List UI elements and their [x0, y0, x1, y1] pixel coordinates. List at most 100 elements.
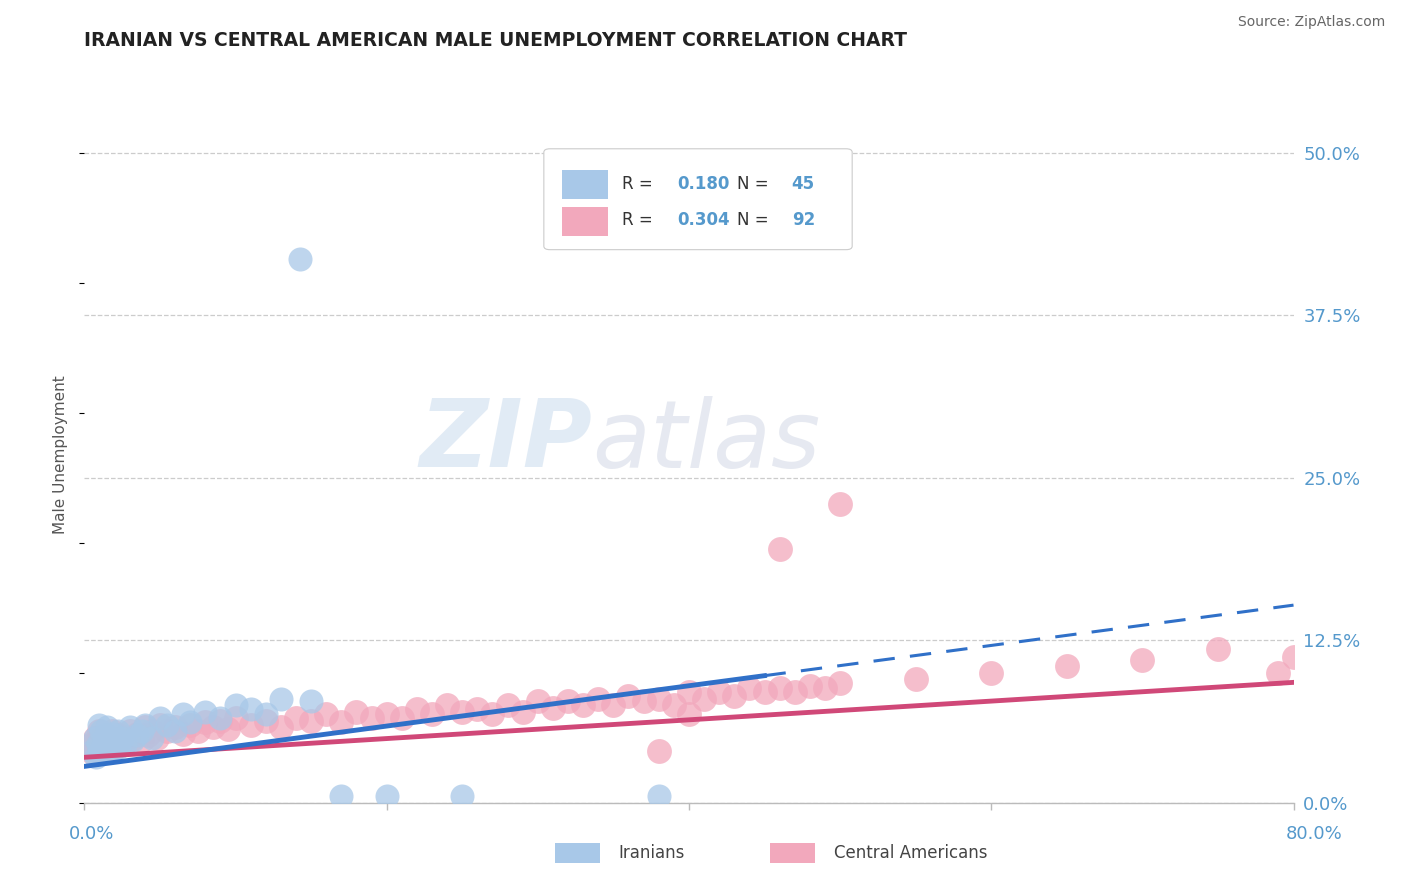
Point [97, 733, 120, 747]
Point [165, 724, 187, 739]
Point [172, 707, 194, 722]
Point [662, 698, 685, 713]
Text: Central Americans: Central Americans [834, 844, 987, 862]
Point [108, 736, 131, 750]
Point [104, 741, 127, 756]
Point [165, 720, 187, 734]
Y-axis label: Male Unemployment: Male Unemployment [53, 376, 69, 534]
Point [105, 733, 128, 747]
Point [1267, 665, 1289, 680]
Point [467, 702, 489, 716]
Point [187, 724, 209, 739]
Point [678, 685, 700, 699]
Point [633, 694, 655, 708]
Point [80, 744, 103, 758]
Point [436, 698, 458, 713]
Point [738, 681, 761, 696]
Point [94, 728, 117, 742]
Text: 92: 92 [792, 211, 815, 229]
Point [89, 718, 111, 732]
Point [572, 698, 595, 713]
Point [239, 702, 262, 716]
Point [136, 728, 159, 742]
Point [111, 731, 134, 745]
Point [375, 707, 398, 722]
Point [1206, 642, 1229, 657]
Text: atlas: atlas [592, 395, 821, 486]
Point [830, 676, 852, 690]
Point [149, 718, 172, 732]
Point [104, 731, 127, 745]
Point [239, 718, 262, 732]
Point [156, 724, 179, 739]
Point [217, 722, 239, 736]
Point [96, 720, 118, 734]
Point [134, 718, 156, 732]
Point [114, 737, 136, 751]
Text: R =: R = [623, 211, 658, 229]
Text: ZIP: ZIP [419, 395, 592, 487]
Point [588, 691, 610, 706]
Text: Iranians: Iranians [619, 844, 685, 862]
Point [194, 715, 217, 730]
Point [814, 681, 837, 696]
Point [209, 714, 232, 728]
Point [118, 720, 141, 734]
Point [87, 737, 110, 751]
Point [84, 731, 107, 745]
Point [94, 728, 117, 742]
Point [89, 744, 111, 758]
Point [648, 744, 671, 758]
Point [107, 728, 129, 742]
Point [769, 681, 792, 696]
Point [121, 731, 143, 745]
Point [406, 702, 429, 716]
Point [420, 707, 443, 722]
Point [91, 731, 114, 745]
Point [391, 711, 413, 725]
Point [299, 714, 322, 728]
Point [512, 705, 534, 719]
Text: 45: 45 [792, 175, 815, 193]
Point [496, 698, 519, 713]
Point [91, 741, 114, 756]
Point [127, 727, 149, 741]
Point [179, 718, 201, 732]
Point [270, 691, 292, 706]
Point [201, 720, 224, 734]
Point [141, 724, 163, 739]
Text: 80.0%: 80.0% [1286, 825, 1343, 843]
Text: R =: R = [623, 175, 658, 193]
Point [723, 689, 745, 703]
Point [346, 705, 368, 719]
Text: 0.180: 0.180 [676, 175, 730, 193]
Point [89, 724, 111, 739]
Point [101, 727, 124, 741]
Point [285, 711, 308, 725]
Text: Source: ZipAtlas.com: Source: ZipAtlas.com [1237, 15, 1385, 29]
FancyBboxPatch shape [562, 169, 607, 199]
Point [141, 731, 163, 745]
Point [290, 252, 312, 267]
Point [225, 698, 247, 713]
Point [90, 739, 112, 754]
Point [254, 714, 277, 728]
Point [754, 685, 776, 699]
Point [87, 733, 110, 747]
Point [127, 728, 149, 742]
Point [134, 720, 156, 734]
Point [769, 542, 792, 557]
Point [156, 718, 179, 732]
Point [1282, 650, 1305, 665]
Point [209, 711, 232, 725]
Point [648, 789, 671, 804]
Point [330, 715, 353, 730]
Point [89, 747, 111, 761]
Text: IRANIAN VS CENTRAL AMERICAN MALE UNEMPLOYMENT CORRELATION CHART: IRANIAN VS CENTRAL AMERICAN MALE UNEMPLO… [84, 31, 907, 50]
Point [146, 731, 169, 745]
Point [114, 733, 136, 747]
Point [254, 707, 277, 722]
Point [100, 744, 122, 758]
Point [111, 731, 134, 745]
Point [225, 711, 247, 725]
